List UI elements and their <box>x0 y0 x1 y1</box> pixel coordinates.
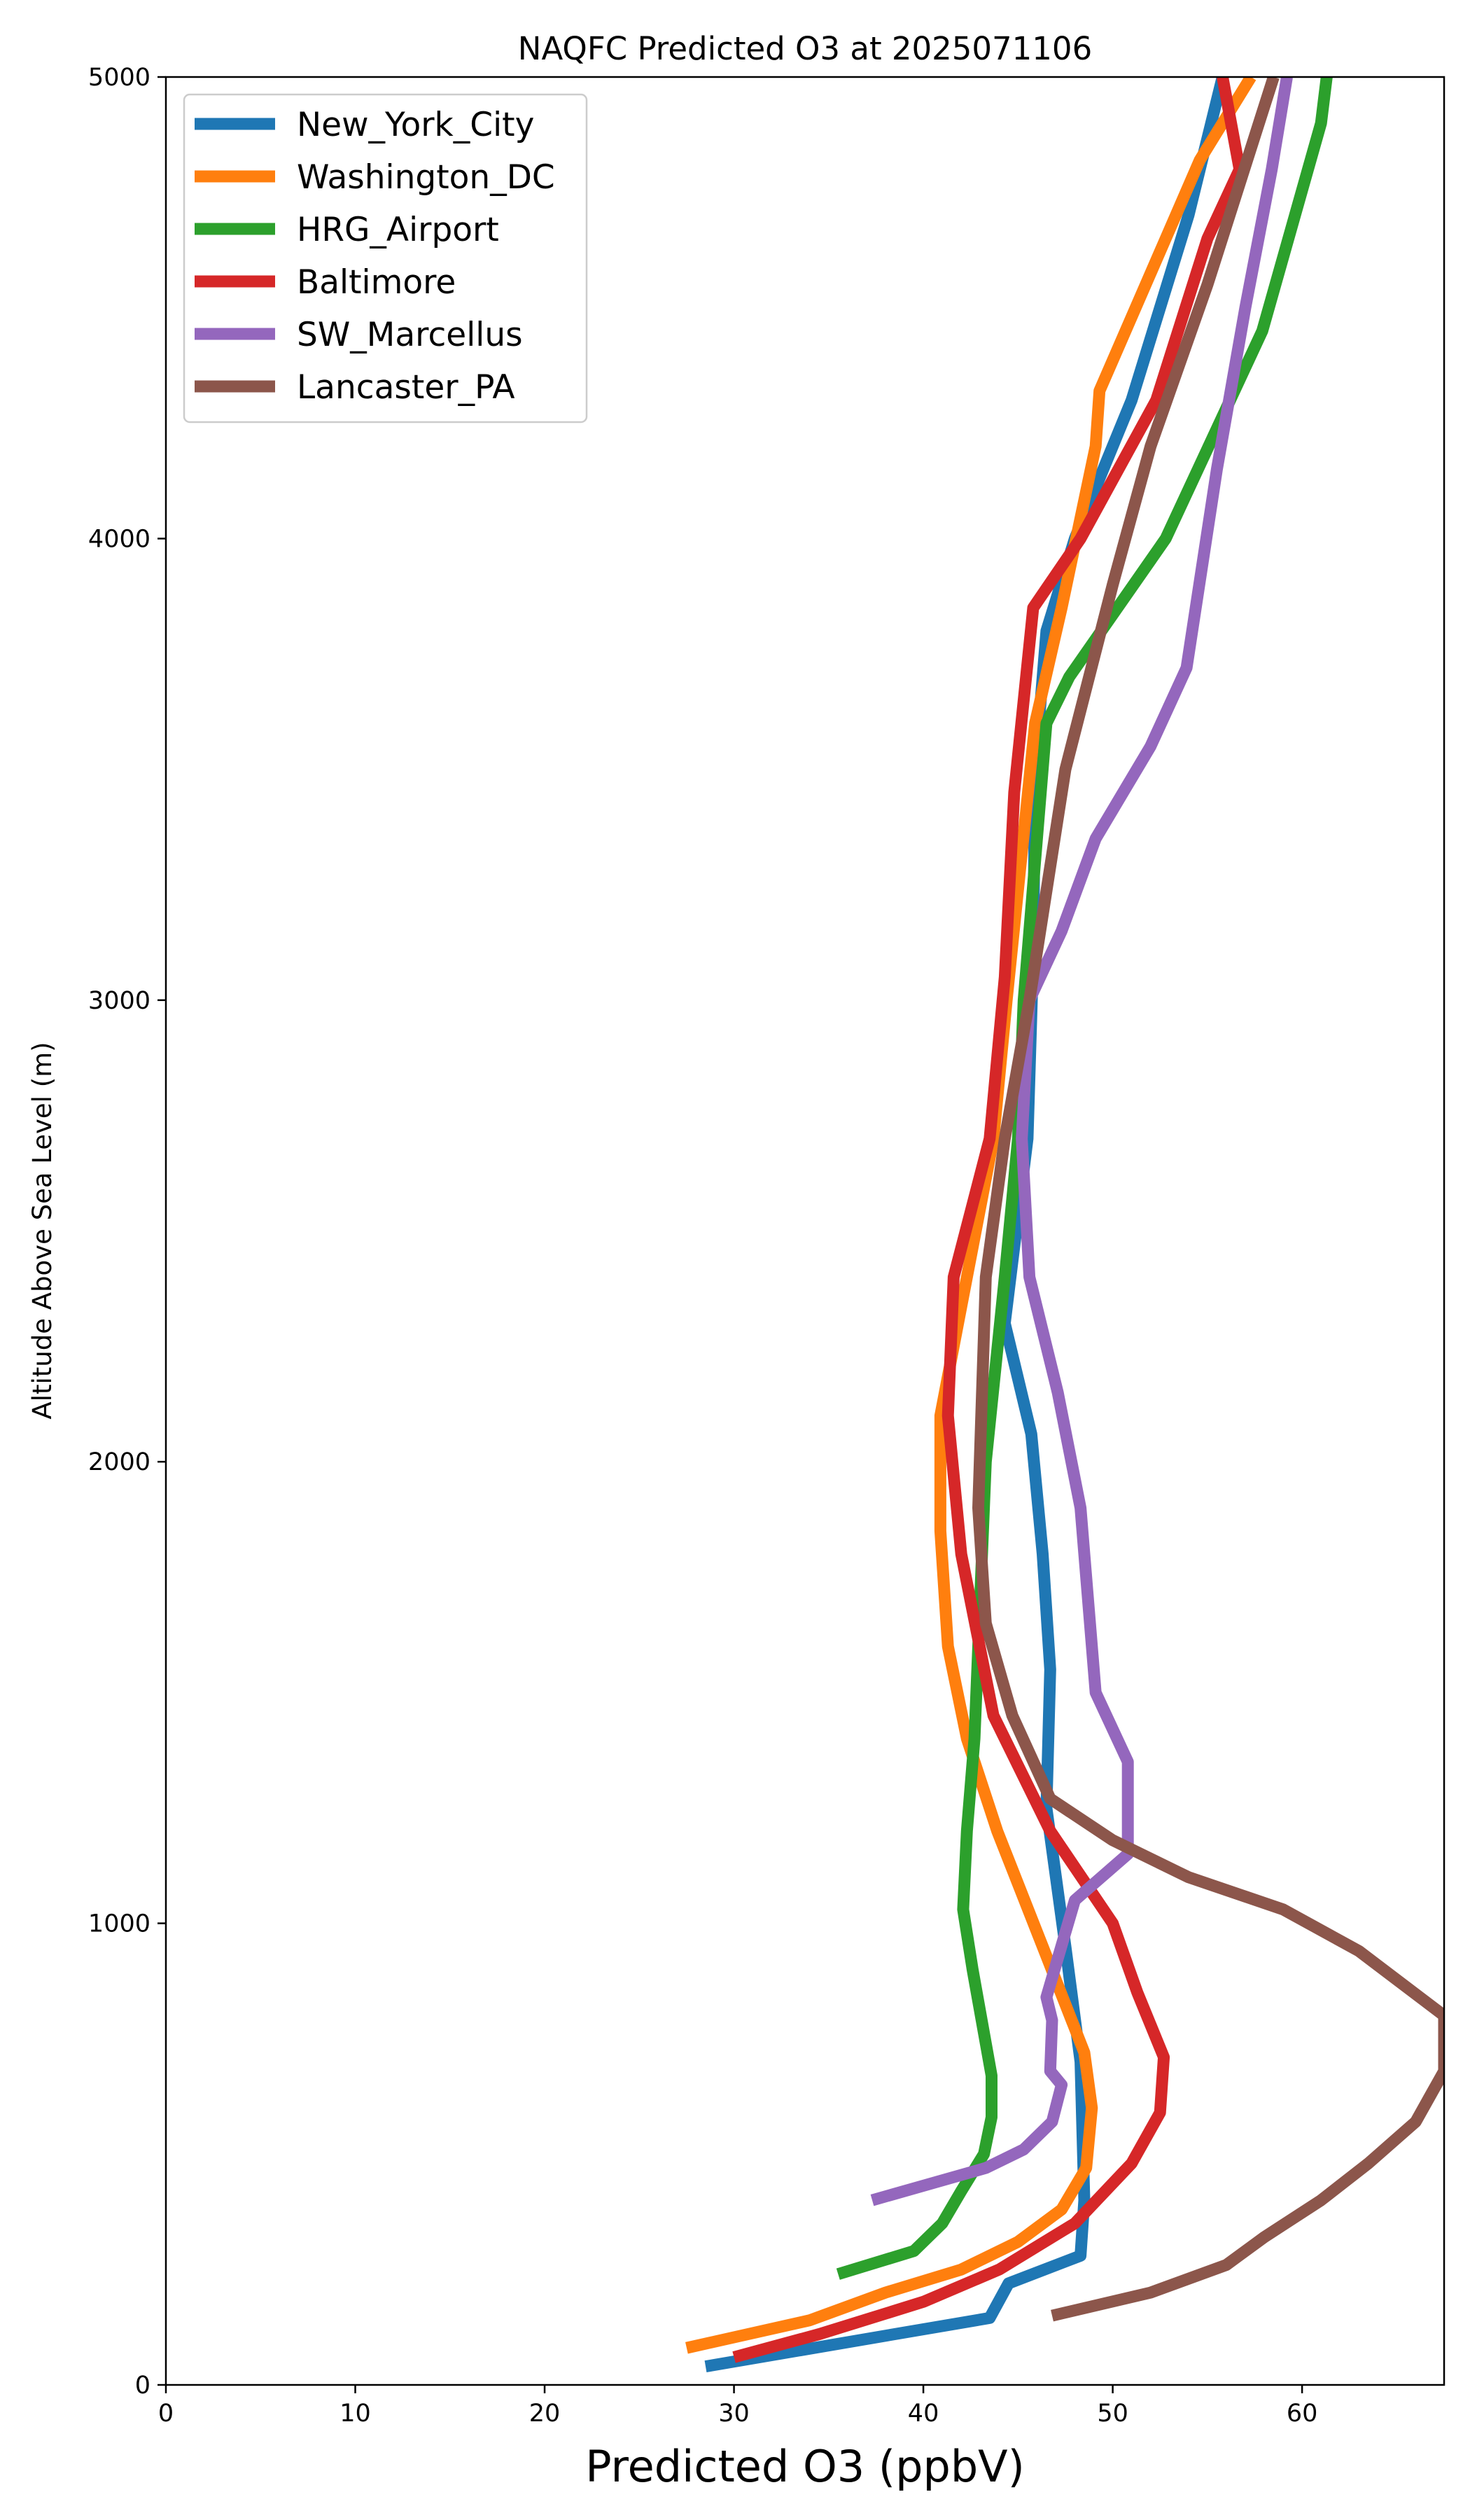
x-tick-label: 20 <box>529 2400 561 2428</box>
series-line-washington-dc <box>685 77 1256 2354</box>
legend-label: SW_Marcellus <box>297 316 523 354</box>
legend-label: Lancaster_PA <box>297 368 515 407</box>
x-tick-label: 0 <box>158 2400 174 2428</box>
y-tick-label: 4000 <box>88 525 150 553</box>
y-tick-label: 2000 <box>88 1448 150 1476</box>
plot-frame <box>164 76 1446 2386</box>
series-layer <box>685 77 1444 2372</box>
series-line-lancaster-pa <box>972 77 1444 2322</box>
x-axis-ticks: 0 10 20 30 40 50 60 <box>158 2385 1318 2428</box>
x-tick-label: 60 <box>1287 2400 1318 2428</box>
x-tick-label: 30 <box>718 2400 750 2428</box>
legend-label: HRG_Airport <box>297 211 499 249</box>
y-tick-label: 0 <box>135 2372 150 2400</box>
x-axis-label: Predicted O3 (ppbV) <box>585 2441 1025 2492</box>
y-axis-ticks: 0 1000 2000 3000 4000 5000 <box>88 64 166 2400</box>
legend: New_York_City Washington_DC HRG_Airport Bal… <box>183 93 588 424</box>
legend-label: Baltimore <box>297 263 456 302</box>
y-tick-label: 3000 <box>88 987 150 1015</box>
x-tick-label: 50 <box>1097 2400 1128 2428</box>
chart-title: NAQFC Predicted O3 at 2025071106 <box>518 30 1092 67</box>
y-axis-label: Altitude Above Sea Level (m) <box>27 1042 57 1419</box>
y-tick-label: 1000 <box>88 1910 150 1938</box>
x-tick-label: 40 <box>908 2400 939 2428</box>
y-tick-label: 5000 <box>88 64 150 92</box>
series-line-sw-marcellus <box>870 77 1293 2206</box>
series-line-hrg-airport <box>836 77 1333 2280</box>
x-tick-label: 10 <box>340 2400 371 2428</box>
legend-box <box>183 93 588 424</box>
legend-label: New_York_City <box>297 106 534 144</box>
series-line-baltimore <box>732 77 1246 2363</box>
legend-label: Washington_DC <box>297 158 555 197</box>
